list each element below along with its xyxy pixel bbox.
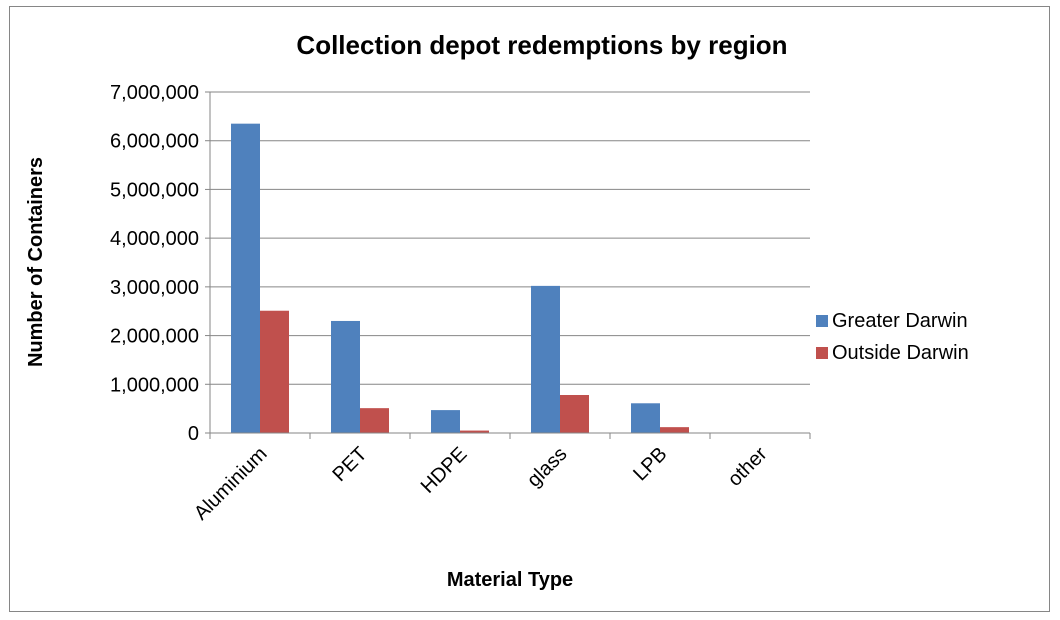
- bar-greater-darwin-hdpe: [431, 410, 460, 433]
- y-tick-label: 5,000,000: [110, 179, 199, 201]
- bar-outside-darwin-glass: [560, 395, 589, 433]
- bar-greater-darwin-aluminium: [231, 123, 260, 434]
- bar-outside-darwin-lpb: [660, 427, 689, 433]
- legend: Greater Darwin Outside Darwin: [816, 310, 969, 374]
- y-tick-label: 0: [188, 423, 199, 445]
- legend-label-greater-darwin: Greater Darwin: [832, 309, 968, 332]
- legend-item-greater-darwin: Greater Darwin: [816, 310, 969, 332]
- bar-outside-darwin-aluminium: [260, 310, 289, 433]
- bar-outside-darwin-pet: [360, 408, 389, 433]
- legend-label-outside-darwin: Outside Darwin: [832, 341, 969, 364]
- x-tick-label: HDPE: [417, 443, 472, 498]
- legend-swatch-greater-darwin: [816, 315, 828, 327]
- bar-outside-darwin-hdpe: [460, 430, 489, 433]
- axes: 0 1,000,000 2,000,000 3,000,000 4,000,000 5,0…: [110, 82, 811, 525]
- chart-frame: [9, 6, 1050, 612]
- x-tick-label: PET: [328, 443, 371, 486]
- y-tick-label: 6,000,000: [110, 131, 199, 153]
- legend-swatch-outside-darwin: [816, 347, 828, 359]
- bar-greater-darwin-lpb: [631, 403, 660, 433]
- y-tick-label: 1,000,000: [110, 374, 199, 396]
- x-tick-label: Aluminium: [190, 443, 272, 525]
- x-tick-label: other: [724, 443, 772, 491]
- y-tick-label: 3,000,000: [110, 277, 199, 299]
- y-tick-label: 4,000,000: [110, 228, 199, 250]
- y-tick-label: 7,000,000: [110, 82, 199, 104]
- x-tick-label: glass: [523, 443, 572, 492]
- x-tick-label: LPB: [629, 443, 671, 485]
- y-tick-label: 2,000,000: [110, 326, 199, 348]
- y-axis-title: Number of Containers: [25, 157, 47, 367]
- bar-greater-darwin-pet: [331, 320, 360, 433]
- gridlines: [210, 91, 810, 385]
- x-axis-title: Material Type: [447, 569, 573, 591]
- bar-greater-darwin-glass: [531, 285, 560, 433]
- legend-item-outside-darwin: Outside Darwin: [816, 342, 969, 364]
- chart-title: Collection depot redemptions by region: [296, 30, 787, 60]
- bars: [231, 123, 689, 434]
